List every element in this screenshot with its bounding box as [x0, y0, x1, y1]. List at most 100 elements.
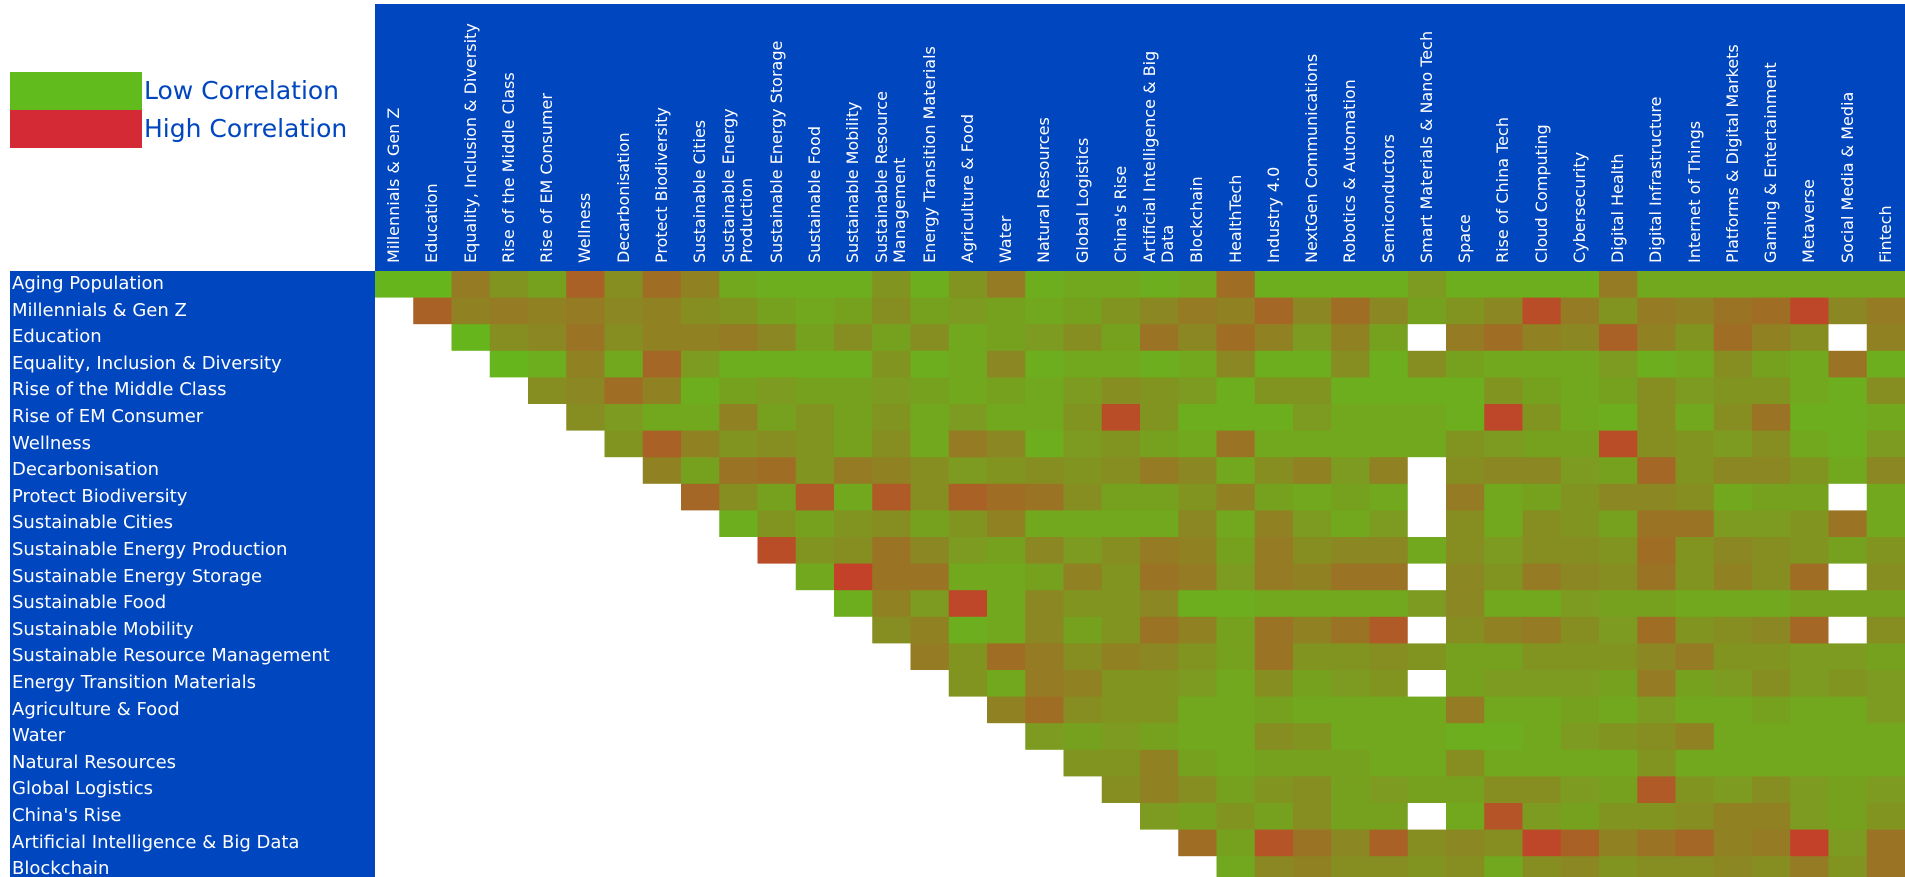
heatmap-cell: [1216, 297, 1256, 325]
heatmap-cell: [1637, 829, 1676, 857]
heatmap-cell: [910, 510, 950, 538]
heatmap-cell: [1025, 404, 1064, 432]
heatmap-cell: [834, 749, 873, 777]
heatmap-cell: [1752, 643, 1791, 671]
heatmap-cell: [1407, 696, 1447, 724]
heatmap-cell: [375, 297, 414, 325]
heatmap-cell: [528, 271, 567, 299]
heatmap-cell: [987, 856, 1026, 877]
heatmap-cell: [1828, 483, 1868, 511]
heatmap-cell: [834, 829, 873, 857]
heatmap-cell: [795, 776, 835, 804]
heatmap-cell: [719, 483, 758, 511]
heatmap-cell: [719, 723, 758, 751]
heatmap-cell: [1140, 324, 1179, 352]
heatmap-cell: [987, 803, 1026, 831]
heatmap-cell: [795, 643, 835, 671]
heatmap-cell: [1790, 803, 1829, 831]
heatmap-cell: [1140, 430, 1179, 458]
heatmap-cell: [1063, 563, 1103, 591]
row-label: Sustainable Cities: [12, 512, 174, 534]
heatmap-cell: [1522, 616, 1562, 644]
heatmap-cell: [1752, 563, 1791, 591]
heatmap-cell: [1407, 856, 1447, 877]
heatmap-cell: [1599, 696, 1638, 724]
heatmap-cell: [489, 616, 529, 644]
heatmap-cell: [489, 483, 529, 511]
heatmap-cell: [719, 563, 758, 591]
heatmap-cell: [1331, 803, 1370, 831]
heatmap-cell: [681, 590, 720, 618]
column-label-line: Cybersecurity: [1569, 151, 1589, 263]
heatmap-cell: [1752, 829, 1791, 857]
heatmap-cell: [1713, 377, 1753, 405]
heatmap-cell: [1828, 590, 1868, 618]
heatmap-cell: [604, 696, 644, 724]
heatmap-cell: [1331, 510, 1370, 538]
column-label: Digital Health: [1608, 4, 1627, 263]
heatmap-cell: [1446, 829, 1485, 857]
heatmap-cell: [1254, 776, 1294, 804]
column-label-line: Sustainable Cities: [690, 119, 710, 263]
heatmap-cell: [1216, 483, 1256, 511]
heatmap-cell: [1063, 457, 1103, 485]
heatmap-cell: [413, 670, 452, 698]
heatmap-cell: [451, 324, 491, 352]
heatmap-cell: [375, 510, 414, 538]
heatmap-cell: [910, 616, 950, 644]
heatmap-cell: [1101, 696, 1141, 724]
heatmap-cell: [757, 297, 797, 325]
heatmap-cell: [1140, 404, 1179, 432]
heatmap-cell: [1178, 803, 1217, 831]
heatmap-cell: [1790, 537, 1829, 565]
heatmap-cell: [1063, 404, 1103, 432]
heatmap-cell: [566, 856, 605, 877]
heatmap-cell: [1866, 483, 1905, 511]
heatmap-cell: [1331, 271, 1370, 299]
heatmap-cell: [528, 643, 567, 671]
heatmap-cell: [413, 271, 452, 299]
heatmap-cell: [1484, 377, 1523, 405]
heatmap-cell: [987, 430, 1026, 458]
column-label: Natural Resources: [1034, 4, 1053, 263]
heatmap-cell: [1790, 563, 1829, 591]
heatmap-cell: [872, 483, 911, 511]
heatmap-cell: [1140, 670, 1179, 698]
heatmap-cell: [795, 803, 835, 831]
heatmap-cell: [1025, 829, 1064, 857]
heatmap-cell: [1025, 590, 1064, 618]
heatmap-cell: [1063, 377, 1103, 405]
heatmap-cell: [681, 510, 720, 538]
heatmap-cell: [757, 670, 797, 698]
heatmap-cell: [1101, 483, 1141, 511]
heatmap-cell: [1331, 643, 1370, 671]
heatmap-cell: [1293, 430, 1332, 458]
heatmap-cell: [948, 404, 988, 432]
heatmap-cell: [1025, 324, 1064, 352]
heatmap-cell: [719, 616, 758, 644]
heatmap-cell: [642, 856, 682, 877]
column-label-line: Cloud Computing: [1531, 124, 1551, 263]
heatmap-cell: [1484, 324, 1523, 352]
heatmap-cell: [1675, 776, 1715, 804]
heatmap-cell: [948, 776, 988, 804]
heatmap-cell: [566, 723, 605, 751]
heatmap-cell: [1063, 829, 1103, 857]
heatmap-cell: [1637, 350, 1676, 378]
heatmap-cell: [1522, 350, 1562, 378]
heatmap-cell: [1522, 297, 1562, 325]
heatmap-cell: [375, 271, 414, 299]
heatmap-cell: [1216, 643, 1256, 671]
heatmap-cell: [1025, 803, 1064, 831]
row-label: China's Rise: [12, 805, 122, 826]
heatmap-cell: [1560, 696, 1600, 724]
heatmap-cell: [375, 643, 414, 671]
heatmap-cell: [1637, 723, 1676, 751]
heatmap-cell: [834, 643, 873, 671]
heatmap-cell: [1293, 457, 1332, 485]
heatmap-cell: [1446, 350, 1485, 378]
heatmap-cell: [1828, 723, 1868, 751]
heatmap-cell: [681, 271, 720, 299]
heatmap-cell: [1752, 350, 1791, 378]
heatmap-cell: [528, 856, 567, 877]
